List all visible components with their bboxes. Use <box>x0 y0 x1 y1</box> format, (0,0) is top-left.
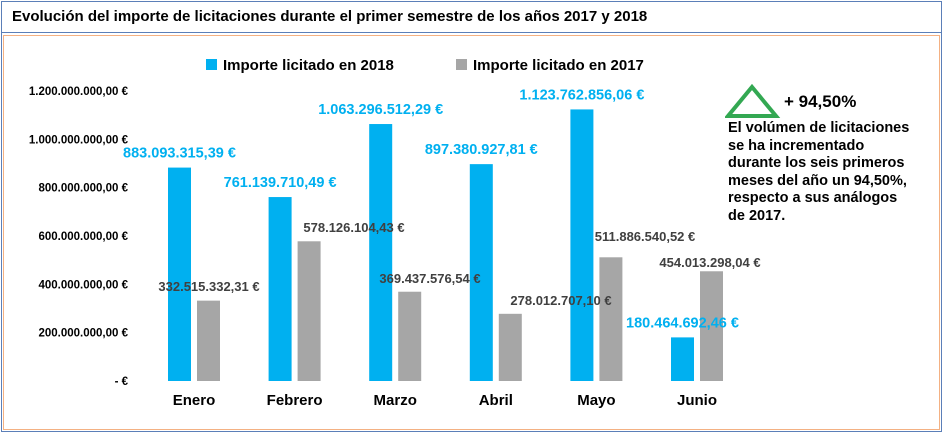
chart-title: Evolución del importe de licitaciones du… <box>12 8 648 25</box>
y-tick-label: 400.000.000,00 € <box>38 279 128 291</box>
title-bar: Evolución del importe de licitaciones du… <box>1 1 942 33</box>
y-tick-label: 600.000.000,00 € <box>38 231 128 243</box>
data-label-2017: 332.515.332,31 € <box>158 279 259 294</box>
data-label-2018: 1.123.762.856,06 € <box>519 87 644 103</box>
data-label-2017: 454.013.298,04 € <box>659 255 760 270</box>
bar-2017 <box>398 291 422 381</box>
data-label-2017: 578.126.104,43 € <box>303 220 404 235</box>
y-axis: - € 200.000.000,00 € 400.000.000,00 € 600.0… <box>29 86 129 388</box>
bar-2018 <box>168 167 191 381</box>
note-line: durante los seis primeros <box>728 155 905 171</box>
x-axis: Enero Febrero Marzo Abril Mayo Junio <box>173 392 717 409</box>
bar-2017 <box>498 313 522 381</box>
bar-2018 <box>570 109 594 381</box>
bar-2017 <box>599 257 623 381</box>
x-tick-label: Febrero <box>267 392 323 409</box>
bar-2018 <box>369 124 393 381</box>
y-tick-label: 800.000.000,00 € <box>38 183 128 195</box>
y-tick-label: 1.200.000.000,00 € <box>29 86 129 98</box>
data-label-2017: 369.437.576,54 € <box>379 271 480 286</box>
triangle-up-icon <box>725 84 781 118</box>
data-label-2017: 278.012.707,10 € <box>510 293 611 308</box>
bars <box>168 109 723 381</box>
y-tick-label: - € <box>115 376 129 388</box>
bar-2018 <box>469 164 493 381</box>
legend-swatch-2017 <box>456 59 467 70</box>
legend-swatch-2018 <box>206 59 217 70</box>
data-label-2018: 897.380.927,81 € <box>425 142 538 158</box>
note-line: de 2017. <box>728 207 786 224</box>
x-tick-label: Marzo <box>374 392 417 409</box>
x-tick-label: Enero <box>173 392 216 409</box>
note-line: respecto a sus análogos <box>728 190 898 206</box>
data-label-2017: 511.886.540,52 € <box>595 229 696 244</box>
legend: Importe licitado en 2018 Importe licitado… <box>206 57 644 74</box>
note-line: se ha incrementado <box>728 137 865 154</box>
growth-percentage: + 94,50% <box>784 92 857 111</box>
y-tick-label: 200.000.000,00 € <box>38 328 128 340</box>
data-labels: 883.093.315,39 € 761.139.710,49 € 1.063.29… <box>123 87 761 331</box>
data-label-2018: 761.139.710,49 € <box>224 175 337 191</box>
legend-label-2018: Importe licitado en 2018 <box>223 57 394 74</box>
growth-note: El volúmen de licitaciones se ha increme… <box>728 120 933 225</box>
note-line: El volúmen de licitaciones <box>728 120 910 136</box>
bar-2018 <box>268 197 292 381</box>
x-tick-label: Abril <box>479 392 513 409</box>
bar-2017 <box>297 241 321 381</box>
y-tick-label: 1.000.000.000,00 € <box>29 134 129 146</box>
bar-2017 <box>197 300 220 381</box>
bar-2017 <box>700 271 723 381</box>
data-label-2018: 1.063.296.512,29 € <box>318 102 443 118</box>
data-label-2018: 883.093.315,39 € <box>123 146 236 162</box>
note-line: meses del año un 94,50%, <box>728 172 907 189</box>
x-tick-label: Mayo <box>577 392 615 409</box>
x-tick-label: Junio <box>677 392 717 409</box>
data-label-2018: 180.464.692,46 € <box>626 315 739 331</box>
legend-label-2017: Importe licitado en 2017 <box>473 57 644 74</box>
bar-2018 <box>671 337 694 381</box>
